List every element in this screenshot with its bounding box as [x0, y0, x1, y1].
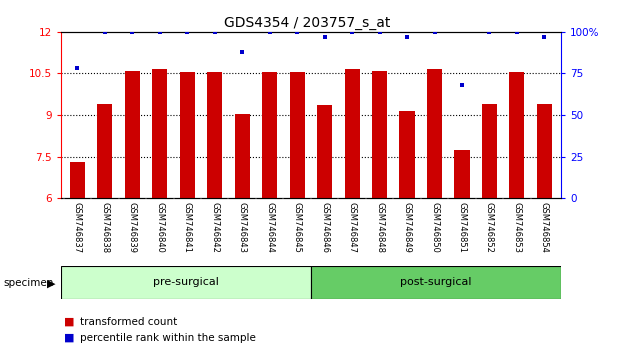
Point [237, 49, 247, 55]
Bar [290, 72, 304, 198]
Text: GSM746849: GSM746849 [403, 201, 412, 252]
Point [210, 29, 220, 35]
Bar [399, 111, 415, 198]
Text: GSM746838: GSM746838 [101, 201, 110, 253]
Text: GSM746847: GSM746847 [347, 201, 356, 252]
Bar [61, 266, 311, 299]
Point [100, 29, 110, 35]
Bar [125, 71, 140, 198]
Text: pre-surgical: pre-surgical [153, 277, 219, 287]
Bar [317, 105, 332, 198]
Text: GSM746842: GSM746842 [210, 201, 219, 252]
Point [319, 34, 329, 40]
Text: GSM746845: GSM746845 [293, 201, 302, 252]
Text: GSM746841: GSM746841 [183, 201, 192, 252]
Text: GSM746846: GSM746846 [320, 201, 329, 252]
Text: GSM746854: GSM746854 [540, 201, 549, 252]
Bar [153, 69, 167, 198]
Text: GSM746837: GSM746837 [73, 201, 82, 253]
Bar [179, 72, 195, 198]
Point [347, 29, 357, 35]
Point [127, 29, 137, 35]
Text: GSM746843: GSM746843 [238, 201, 247, 252]
Bar [482, 104, 497, 198]
Bar [207, 72, 222, 198]
Text: GSM746848: GSM746848 [375, 201, 384, 252]
Point [457, 82, 467, 88]
Bar [427, 69, 442, 198]
Point [512, 29, 522, 35]
Text: GSM746839: GSM746839 [128, 201, 137, 252]
Point [265, 29, 275, 35]
Point [402, 34, 412, 40]
Text: specimen: specimen [3, 278, 54, 288]
Text: ■: ■ [64, 317, 74, 327]
Point [374, 29, 385, 35]
Bar [262, 72, 277, 198]
Text: GSM746840: GSM746840 [155, 201, 164, 252]
Text: post-surgical: post-surgical [400, 277, 472, 287]
Text: GSM746844: GSM746844 [265, 201, 274, 252]
Bar [372, 71, 387, 198]
Text: ■: ■ [64, 333, 74, 343]
Bar [97, 104, 112, 198]
Text: GSM746852: GSM746852 [485, 201, 494, 252]
Bar [235, 114, 250, 198]
Text: GDS4354 / 203757_s_at: GDS4354 / 203757_s_at [224, 16, 391, 30]
Point [292, 29, 303, 35]
Bar [70, 162, 85, 198]
Text: GSM746853: GSM746853 [512, 201, 521, 252]
Bar [454, 150, 469, 198]
Point [429, 29, 440, 35]
Point [154, 29, 165, 35]
Text: ▶: ▶ [47, 278, 56, 288]
Point [182, 29, 192, 35]
Point [485, 29, 495, 35]
Bar [510, 72, 524, 198]
Text: GSM746850: GSM746850 [430, 201, 439, 252]
Point [72, 65, 83, 71]
Text: transformed count: transformed count [80, 317, 178, 327]
Text: percentile rank within the sample: percentile rank within the sample [80, 333, 256, 343]
Bar [345, 69, 360, 198]
Point [539, 34, 549, 40]
Text: GSM746851: GSM746851 [458, 201, 467, 252]
Bar [537, 104, 552, 198]
Bar [311, 266, 561, 299]
